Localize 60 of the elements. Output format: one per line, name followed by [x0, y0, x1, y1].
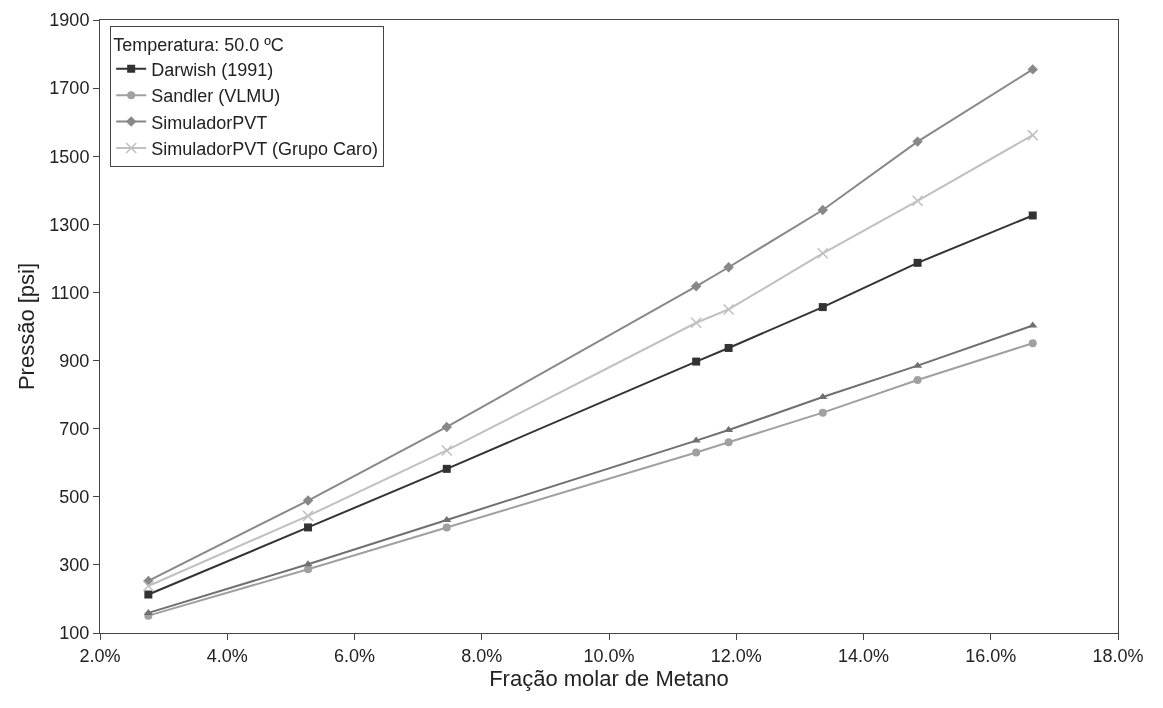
y-tick-label: 1300: [49, 214, 90, 235]
x-tick-label: 6.0%: [333, 645, 376, 666]
point: [142, 580, 155, 592]
point: [304, 565, 313, 574]
point: [1028, 339, 1037, 348]
point: [143, 608, 153, 615]
x-tick-label: 12.0%: [710, 645, 762, 666]
legend-label: SimuladorPVT (Grupo Caro): [151, 138, 378, 159]
y-tick-label: 1100: [50, 282, 90, 303]
legend-label: Darwish (1991): [151, 59, 274, 80]
point: [722, 303, 735, 316]
point: [913, 258, 922, 267]
y-tick-label: 1700: [49, 78, 90, 99]
y-tick-label: 1900: [49, 10, 90, 31]
x-tick-label: 4.0%: [206, 645, 248, 666]
x-tick-label: 18.0%: [1092, 645, 1144, 666]
point: [817, 247, 829, 260]
point: [911, 195, 924, 207]
y-tick-label: 900: [59, 350, 90, 371]
x-axis-title: Fração molar de Metano: [489, 665, 729, 691]
x-tick-label: 14.0%: [837, 645, 890, 666]
point: [724, 426, 734, 433]
point: [913, 375, 922, 384]
x-tick-label: 2.0%: [79, 645, 121, 666]
legend-label: SimuladorPVT: [151, 112, 268, 133]
point: [1026, 129, 1039, 141]
y-tick-label: 300: [59, 555, 90, 576]
x-tick-label: 10.0%: [583, 645, 635, 666]
y-axis-title: Pressão [psi]: [14, 262, 40, 391]
y-tick-label: 500: [59, 487, 90, 508]
point: [692, 357, 701, 366]
point: [817, 204, 828, 216]
point: [442, 464, 451, 473]
point: [1028, 211, 1037, 220]
point: [302, 495, 314, 506]
point: [692, 448, 701, 457]
point: [690, 281, 702, 292]
y-tick-label: 1500: [49, 146, 90, 167]
point: [818, 303, 827, 312]
legend-label: Sandler (VLMU): [151, 86, 281, 107]
point: [302, 510, 314, 522]
point: [691, 436, 701, 443]
point: [442, 515, 452, 522]
point: [441, 421, 452, 433]
y-tick-label: 100: [59, 623, 90, 644]
point: [724, 438, 733, 447]
x-tick-label: 8.0%: [461, 645, 503, 666]
point: [723, 262, 734, 273]
point: [1027, 64, 1038, 75]
point: [144, 590, 153, 599]
point: [442, 523, 451, 532]
point: [912, 136, 923, 147]
point: [818, 408, 827, 417]
point: [690, 317, 702, 329]
point: [304, 523, 313, 532]
y-tick-label: 700: [59, 418, 90, 439]
point: [724, 343, 733, 352]
legend-title: Temperatura: 50.0 ºC: [113, 34, 284, 55]
x-tick-label: 16.0%: [965, 645, 1017, 666]
point: [441, 444, 453, 457]
